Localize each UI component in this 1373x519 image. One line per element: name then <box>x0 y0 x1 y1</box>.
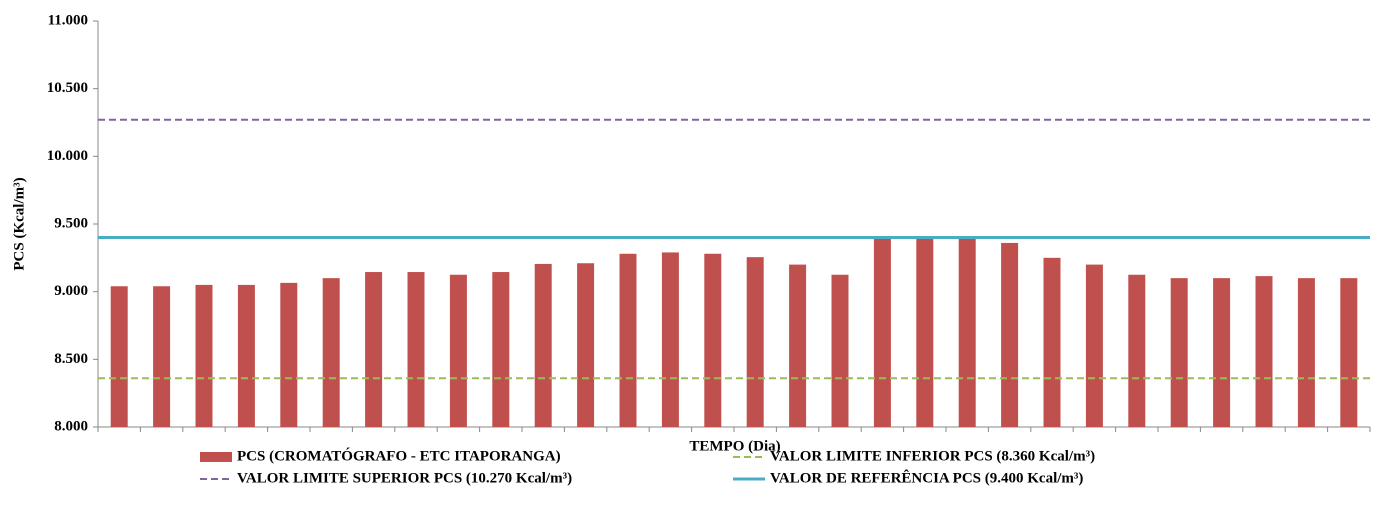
bar <box>1170 278 1188 427</box>
bar <box>407 272 425 427</box>
y-tick-label: 8.000 <box>54 418 88 434</box>
bar <box>322 278 340 427</box>
bar <box>237 284 255 427</box>
bar <box>1043 257 1061 427</box>
y-axis-title: PCS (Kcal/m³) <box>11 177 27 270</box>
y-tick-label: 9.500 <box>54 215 88 231</box>
bar <box>619 253 637 427</box>
bar <box>110 286 128 427</box>
bar <box>746 257 764 427</box>
bar <box>1255 276 1273 427</box>
bar <box>492 272 510 427</box>
legend-swatch <box>200 452 232 462</box>
bar <box>280 282 298 427</box>
bar <box>449 274 467 427</box>
bar <box>365 272 383 427</box>
y-tick-label: 11.000 <box>48 12 88 28</box>
y-tick-label: 8.500 <box>54 351 88 367</box>
bar <box>789 264 807 427</box>
bar <box>577 263 595 427</box>
bar <box>534 263 552 427</box>
bar <box>958 237 976 427</box>
x-axis-title: TEMPO (Dia) <box>689 438 780 454</box>
bar <box>916 237 934 427</box>
bar <box>831 274 849 427</box>
legend-label: VALOR DE REFERÊNCIA PCS (9.400 Kcal/m³) <box>770 469 1083 486</box>
bar <box>1213 278 1231 427</box>
bar <box>195 284 213 427</box>
bar <box>704 253 722 427</box>
legend-label: PCS (CROMATÓGRAFO - ETC ITAPORANGA) <box>237 447 561 464</box>
legend-label: VALOR LIMITE SUPERIOR PCS (10.270 Kcal/m… <box>237 470 572 486</box>
bar <box>1001 242 1019 427</box>
bar <box>153 286 171 427</box>
bar <box>1340 278 1358 427</box>
bar <box>661 252 679 427</box>
bar <box>873 237 891 427</box>
legend-label: VALOR LIMITE INFERIOR PCS (8.360 Kcal/m³… <box>770 448 1095 464</box>
y-tick-label: 9.000 <box>54 283 88 299</box>
y-tick-label: 10.500 <box>47 80 88 96</box>
bar <box>1085 264 1103 427</box>
bar <box>1128 274 1146 427</box>
bar <box>1297 278 1315 427</box>
y-tick-label: 10.000 <box>47 148 88 164</box>
